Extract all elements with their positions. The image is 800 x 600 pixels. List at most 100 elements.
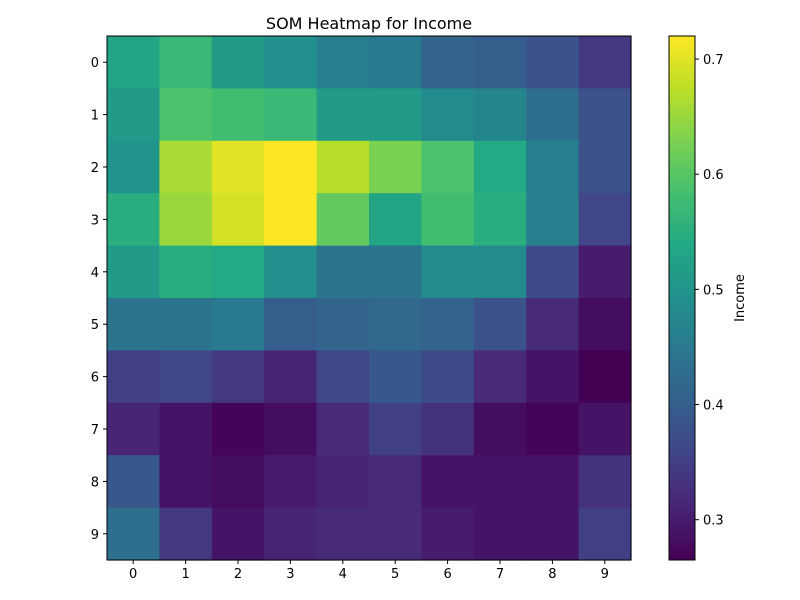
heatmap-cell bbox=[107, 245, 160, 299]
heatmap-cell bbox=[473, 350, 527, 404]
heatmap-cell bbox=[159, 350, 213, 404]
heatmap-cell bbox=[473, 140, 527, 194]
heatmap-cell bbox=[107, 36, 160, 89]
heatmap-cell bbox=[369, 36, 422, 89]
heatmap-cell bbox=[526, 350, 580, 404]
heatmap-cell bbox=[578, 36, 632, 89]
heatmap-cell bbox=[316, 245, 370, 299]
heatmap-cell bbox=[526, 507, 580, 561]
heatmap-cell bbox=[159, 140, 213, 194]
colorbar-tick-label: 0.5 bbox=[703, 283, 724, 298]
heatmap-cell bbox=[211, 36, 265, 89]
heatmap-cell bbox=[473, 193, 527, 247]
y-tick-label: 9 bbox=[91, 528, 99, 543]
heatmap-cell bbox=[159, 507, 213, 561]
x-axis: 0 1 2 3 4 5 6 7 8 9 bbox=[129, 560, 609, 582]
heatmap-cell bbox=[578, 193, 632, 247]
heatmap-cell bbox=[473, 298, 527, 351]
y-tick-label: 2 bbox=[91, 161, 99, 176]
x-tick-label: 0 bbox=[129, 567, 137, 582]
heatmap-cell bbox=[107, 88, 160, 142]
heatmap-cell bbox=[369, 507, 422, 561]
heatmap-cell bbox=[473, 455, 527, 509]
colorbar-axis: 0.3 0.4 0.5 0.6 0.7 bbox=[695, 53, 724, 529]
heatmap-cell bbox=[316, 193, 370, 247]
x-tick-label: 3 bbox=[286, 567, 294, 582]
heatmap-cell bbox=[316, 507, 370, 561]
heatmap-cell bbox=[211, 140, 265, 194]
heatmap-cell bbox=[211, 88, 265, 142]
heatmap-cell bbox=[578, 455, 632, 509]
y-tick-label: 7 bbox=[91, 423, 99, 438]
heatmap-cell bbox=[264, 245, 318, 299]
heatmap-cell bbox=[369, 140, 422, 194]
y-tick-label: 3 bbox=[91, 213, 99, 228]
heatmap-cell bbox=[526, 88, 580, 142]
heatmap-cell bbox=[369, 245, 422, 299]
x-tick-label: 7 bbox=[496, 567, 504, 582]
heatmap-cell bbox=[159, 455, 213, 509]
heatmap-cell bbox=[421, 402, 475, 456]
heatmap-cell bbox=[526, 193, 580, 247]
colorbar bbox=[668, 35, 696, 561]
y-tick-label: 0 bbox=[91, 56, 99, 71]
heatmap-cell bbox=[107, 140, 160, 194]
colorbar-tick-label: 0.6 bbox=[703, 168, 724, 183]
colorbar-label: Income bbox=[733, 274, 748, 322]
y-tick-label: 1 bbox=[91, 109, 99, 124]
heatmap-cell bbox=[526, 402, 580, 456]
heatmap-cell bbox=[211, 507, 265, 561]
heatmap-cell bbox=[211, 455, 265, 509]
heatmap-cell bbox=[159, 402, 213, 456]
heatmap-cell bbox=[526, 455, 580, 509]
heatmap-cell bbox=[421, 36, 475, 89]
heatmap-cell bbox=[264, 455, 318, 509]
heatmap-cell bbox=[369, 402, 422, 456]
heatmap-cell bbox=[211, 350, 265, 404]
y-tick-label: 5 bbox=[91, 318, 99, 333]
heatmap-cell bbox=[421, 245, 475, 299]
heatmap-cell bbox=[369, 298, 422, 351]
heatmap-cell bbox=[264, 193, 318, 247]
heatmap-cell bbox=[107, 298, 160, 351]
heatmap-cell bbox=[526, 245, 580, 299]
colorbar-tick-label: 0.7 bbox=[703, 53, 724, 68]
heatmap-cell bbox=[473, 88, 527, 142]
heatmap-cell bbox=[421, 193, 475, 247]
heatmap-cell bbox=[369, 88, 422, 142]
heatmap-cell bbox=[211, 402, 265, 456]
colorbar-tick-label: 0.3 bbox=[703, 514, 724, 529]
heatmap-cell bbox=[526, 298, 580, 351]
heatmap-cell bbox=[316, 350, 370, 404]
x-tick-label: 8 bbox=[548, 567, 556, 582]
heatmap-cell bbox=[211, 245, 265, 299]
x-tick-label: 4 bbox=[339, 567, 347, 582]
y-tick-label: 8 bbox=[91, 475, 99, 490]
heatmap-cell bbox=[316, 88, 370, 142]
heatmap-cell bbox=[578, 88, 632, 142]
heatmap-cell bbox=[159, 36, 213, 89]
heatmap-cell bbox=[159, 88, 213, 142]
heatmap-cell bbox=[369, 350, 422, 404]
heatmap-cell bbox=[578, 298, 632, 351]
heatmap-cell bbox=[316, 402, 370, 456]
heatmap-cell bbox=[211, 298, 265, 351]
heatmap-cell bbox=[526, 36, 580, 89]
heatmap-cell bbox=[211, 193, 265, 247]
y-tick-label: 6 bbox=[91, 371, 99, 386]
heatmap-cell bbox=[107, 507, 160, 561]
heatmap-cell bbox=[369, 193, 422, 247]
heatmap-cell bbox=[264, 36, 318, 89]
heatmap-cell bbox=[316, 140, 370, 194]
heatmap-cell bbox=[473, 245, 527, 299]
heatmap-cell bbox=[578, 507, 632, 561]
colorbar-tick-label: 0.4 bbox=[703, 399, 724, 414]
y-axis: 0 1 2 3 4 5 6 7 8 9 bbox=[91, 56, 107, 543]
heatmap-cell bbox=[473, 507, 527, 561]
x-tick-label: 2 bbox=[234, 567, 242, 582]
heatmap-cell bbox=[473, 402, 527, 456]
heatmap-cell bbox=[264, 298, 318, 351]
heatmap-cell bbox=[526, 140, 580, 194]
heatmap-cell bbox=[159, 193, 213, 247]
